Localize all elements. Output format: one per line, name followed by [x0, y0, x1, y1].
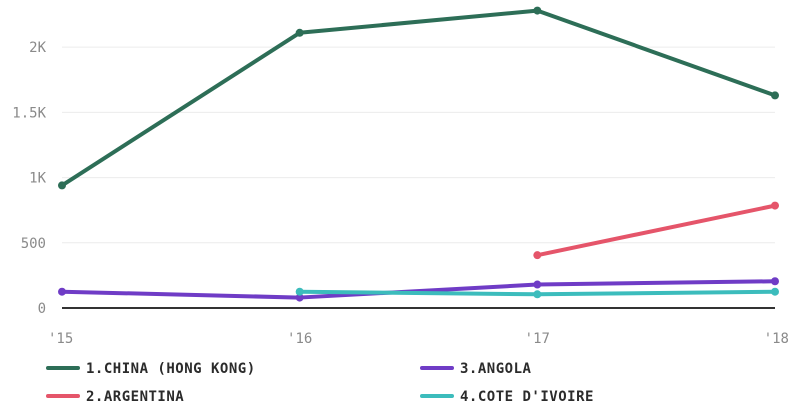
data-point-marker: [771, 91, 779, 99]
legend-label: 1.CHINA (HONG KONG): [86, 361, 256, 377]
data-point-marker: [296, 29, 304, 37]
data-point-marker: [58, 288, 66, 296]
legend-item: 4.COTE D'IVOIRE: [420, 389, 594, 405]
series-2: [533, 201, 779, 260]
y-tick-label: 500: [21, 236, 46, 252]
legend-item: 2.ARGENTINA: [46, 389, 184, 405]
legend: 1.CHINA (HONG KONG) 2.ARGENTINA 3.ANGOLA 4.…: [46, 361, 594, 405]
legend-label: 2.ARGENTINA: [86, 389, 184, 405]
data-point-marker: [533, 281, 541, 289]
data-point-marker: [771, 277, 779, 285]
legend-label: 3.ANGOLA: [460, 361, 532, 377]
x-axis-ticks: '15 '16 '17 '18: [48, 331, 789, 347]
data-point-marker: [533, 290, 541, 298]
y-tick-label: 0: [38, 301, 46, 317]
data-point-marker: [771, 288, 779, 296]
series-line: [60, 279, 777, 300]
series-3: [58, 277, 779, 302]
data-point-marker: [58, 181, 66, 189]
series-1: [58, 6, 779, 190]
x-tick-label: '15: [48, 331, 73, 347]
y-tick-label: 1K: [29, 171, 46, 187]
x-tick-label: '16: [287, 331, 312, 347]
data-point-marker: [771, 202, 779, 210]
data-point-marker: [533, 7, 541, 15]
legend-label: 4.COTE D'IVOIRE: [460, 389, 594, 405]
legend-item: 1.CHINA (HONG KONG): [46, 361, 256, 377]
x-tick-label: '17: [525, 331, 550, 347]
y-tick-label: 2K: [29, 40, 46, 56]
legend-item: 3.ANGOLA: [420, 361, 532, 377]
data-point-marker: [533, 251, 541, 259]
series-line: [60, 8, 777, 188]
grid-lines: [62, 46, 775, 244]
data-point-marker: [296, 294, 304, 302]
y-axis-ticks: 0 500 1K 1.5K 2K: [12, 40, 46, 317]
y-tick-label: 1.5K: [12, 105, 46, 121]
data-point-marker: [296, 288, 304, 296]
x-tick-label: '18: [764, 331, 789, 347]
series-4: [295, 287, 779, 299]
series-lines: [58, 6, 779, 302]
series-line: [535, 203, 777, 258]
